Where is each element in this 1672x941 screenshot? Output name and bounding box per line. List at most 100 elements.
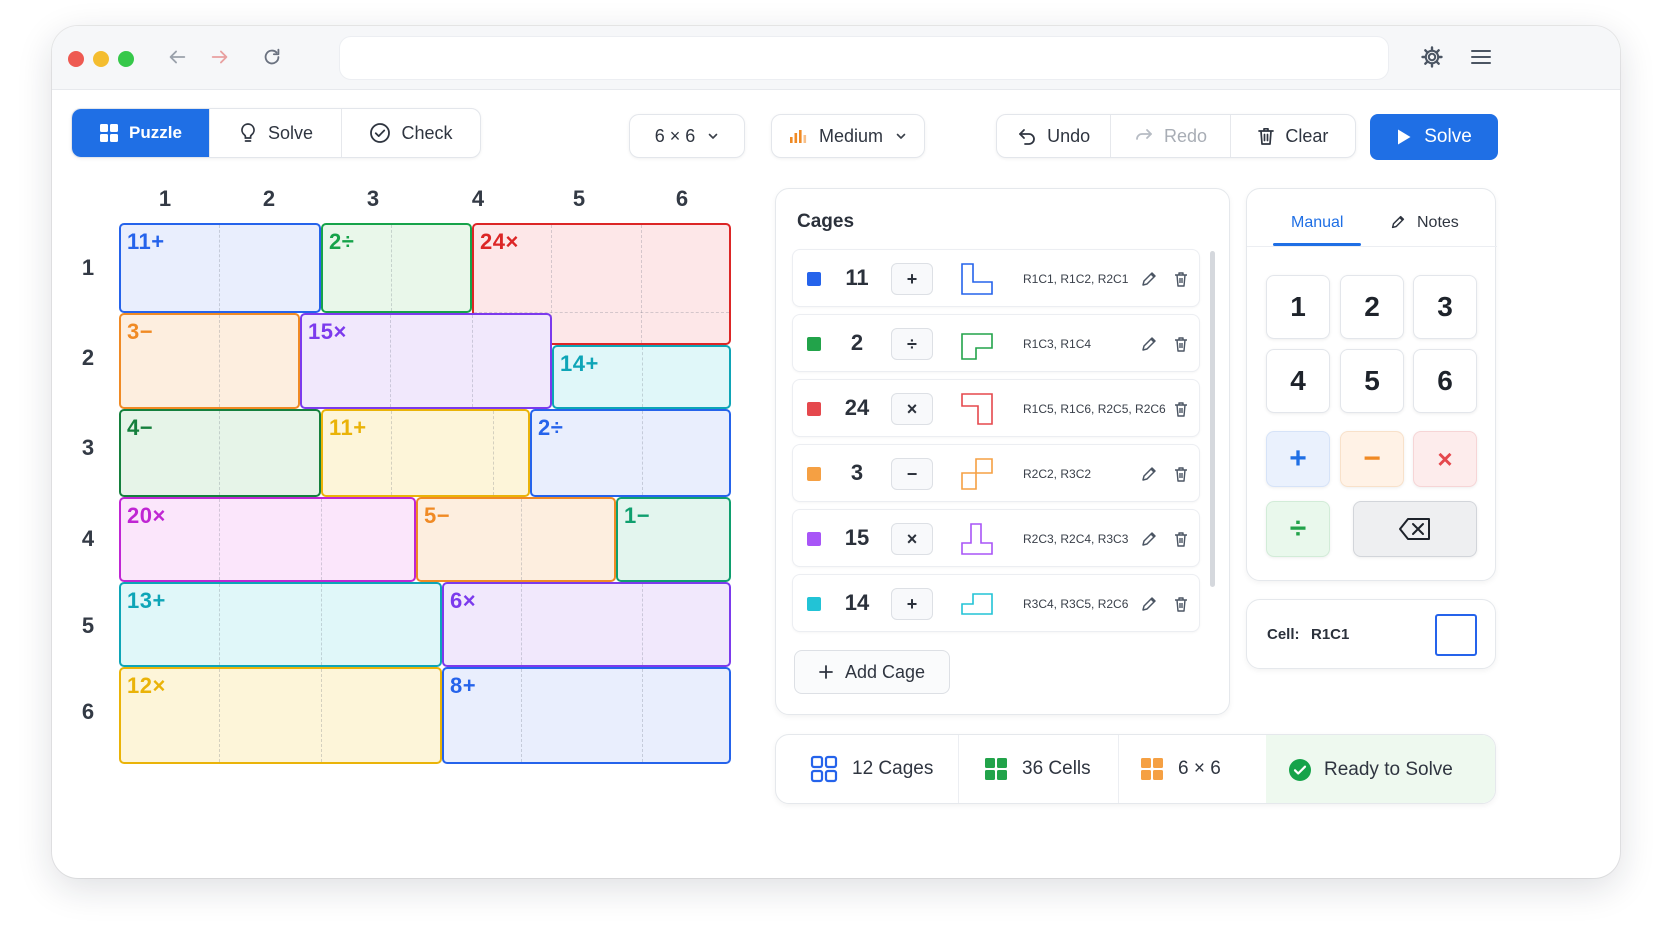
cage[interactable]: 2÷: [530, 409, 731, 497]
cage[interactable]: 15×: [300, 313, 552, 409]
plus-operator-key[interactable]: +: [1266, 431, 1330, 487]
row-header: 5: [81, 613, 95, 638]
grid-size-select[interactable]: 6 × 6: [629, 114, 745, 158]
undo-button[interactable]: Undo: [997, 115, 1112, 157]
trash-icon[interactable]: [1171, 269, 1191, 289]
cage-label: 1−: [624, 503, 651, 528]
digit-key-6[interactable]: 6: [1413, 349, 1477, 413]
cage[interactable]: 20×: [119, 497, 416, 582]
cell-info-label: Cell:: [1267, 626, 1300, 643]
forward-arrow-icon[interactable]: [202, 39, 238, 75]
cage-label: 14+: [560, 351, 599, 376]
keypad-panel: Manual Notes 1 2 3 4 5 6 + − × ÷: [1246, 188, 1497, 581]
cage-operator-button[interactable]: ×: [891, 393, 933, 425]
pencil-icon[interactable]: [1139, 334, 1159, 354]
add-cage-label: Add Cage: [844, 661, 926, 682]
cell-divider: [219, 669, 220, 762]
trash-icon[interactable]: [1171, 529, 1191, 549]
digit-key-3[interactable]: 3: [1413, 275, 1477, 339]
trash-icon[interactable]: [1171, 334, 1191, 354]
cage-color-swatch: [807, 402, 821, 416]
tab-solve[interactable]: Solve: [210, 109, 342, 157]
ready-status-label: Ready to Solve: [1324, 759, 1453, 780]
cage-row[interactable]: 3 − R2C2, R3C2: [792, 444, 1200, 502]
cage-target: 2: [850, 330, 864, 355]
pencil-icon[interactable]: [1139, 464, 1159, 484]
trash-icon[interactable]: [1171, 594, 1191, 614]
maximize-window-dot[interactable]: [118, 51, 134, 67]
cages-scrollbar[interactable]: [1210, 251, 1215, 587]
cage-operator-button[interactable]: −: [891, 458, 933, 490]
cage[interactable]: 2÷: [321, 223, 472, 313]
cage-label: 20×: [127, 503, 166, 528]
cage-row[interactable]: 14 + R3C4, R3C5, R2C6: [792, 574, 1200, 632]
trash-icon[interactable]: [1171, 399, 1191, 419]
cage-row[interactable]: 2 ÷ R1C3, R1C4: [792, 314, 1200, 372]
cage-cells: R1C1, R1C2, R2C1: [1023, 272, 1129, 286]
clear-button[interactable]: Clear: [1231, 115, 1355, 157]
digit-key-1[interactable]: 1: [1266, 275, 1330, 339]
kenken-grid: 11+ 2÷ 24× 3− 15× 14+ 4−: [119, 223, 731, 765]
difficulty-select[interactable]: Medium: [771, 114, 925, 158]
trash-icon[interactable]: [1171, 464, 1191, 484]
digit-key-2[interactable]: 2: [1340, 275, 1404, 339]
cage-label: 5−: [424, 503, 451, 528]
cell-divider: [642, 584, 643, 665]
tab-solve-label: Solve: [267, 122, 314, 143]
menu-icon[interactable]: [1463, 39, 1499, 75]
reload-icon[interactable]: [254, 39, 290, 75]
cage[interactable]: 5−: [416, 497, 616, 582]
tab-notes[interactable]: Notes: [1417, 214, 1459, 231]
digit-key-4[interactable]: 4: [1266, 349, 1330, 413]
check-circle-icon: [1289, 759, 1311, 781]
clear-label: Clear: [1285, 125, 1329, 146]
tab-puzzle[interactable]: Puzzle: [72, 109, 210, 157]
pencil-icon[interactable]: [1139, 269, 1159, 289]
cage[interactable]: 4−: [119, 409, 321, 497]
pencil-icon: [1391, 215, 1405, 229]
column-header: 1: [158, 186, 172, 211]
cell-divider: [321, 669, 322, 762]
pencil-icon[interactable]: [1139, 594, 1159, 614]
cage-label: 15×: [308, 319, 347, 344]
undo-label: Undo: [1047, 125, 1091, 146]
redo-button[interactable]: Redo: [1111, 115, 1231, 157]
keypad-tabs: [1247, 189, 1497, 247]
cage-color-swatch: [807, 532, 821, 546]
status-divider: [958, 735, 959, 803]
address-bar[interactable]: [339, 36, 1389, 80]
cage[interactable]: 11+: [321, 409, 530, 497]
cage[interactable]: 11+: [119, 223, 321, 313]
gear-icon[interactable]: [1414, 39, 1450, 75]
pencil-icon[interactable]: [1139, 529, 1159, 549]
cage-operator-button[interactable]: +: [891, 263, 933, 295]
cage-operator-button[interactable]: ×: [891, 523, 933, 555]
tab-check[interactable]: Check: [342, 109, 480, 157]
cage-row[interactable]: 11 + R1C1, R1C2, R2C1: [792, 249, 1200, 307]
cage[interactable]: 14+: [552, 345, 731, 409]
divide-operator-key[interactable]: ÷: [1266, 501, 1330, 557]
cage[interactable]: 8+: [442, 667, 731, 764]
cage-operator-button[interactable]: ÷: [891, 328, 933, 360]
minimize-window-dot[interactable]: [93, 51, 109, 67]
cage[interactable]: 13+: [119, 582, 442, 667]
digit-key-5[interactable]: 5: [1340, 349, 1404, 413]
cage-operator-button[interactable]: +: [891, 588, 933, 620]
cell-divider: [391, 411, 392, 495]
backspace-button[interactable]: [1353, 501, 1477, 557]
cage[interactable]: 12×: [119, 667, 442, 764]
cage[interactable]: 1−: [616, 497, 731, 582]
cage-row[interactable]: 15 × R2C3, R2C4, R3C3: [792, 509, 1200, 567]
cell-value-box[interactable]: [1435, 614, 1477, 656]
tab-manual[interactable]: Manual: [1291, 214, 1344, 231]
cage-row[interactable]: 24 × R1C5, R1C6, R2C5, R2C6: [792, 379, 1200, 437]
cage-target: 14: [844, 590, 870, 615]
close-window-dot[interactable]: [68, 51, 84, 67]
back-arrow-icon[interactable]: [159, 39, 195, 75]
cage[interactable]: 3−: [119, 313, 300, 409]
solve-button[interactable]: Solve: [1370, 114, 1498, 160]
minus-operator-key[interactable]: −: [1340, 431, 1404, 487]
add-cage-button[interactable]: Add Cage: [794, 650, 950, 694]
multiply-operator-key[interactable]: ×: [1413, 431, 1477, 487]
cage[interactable]: 6×: [442, 582, 731, 667]
